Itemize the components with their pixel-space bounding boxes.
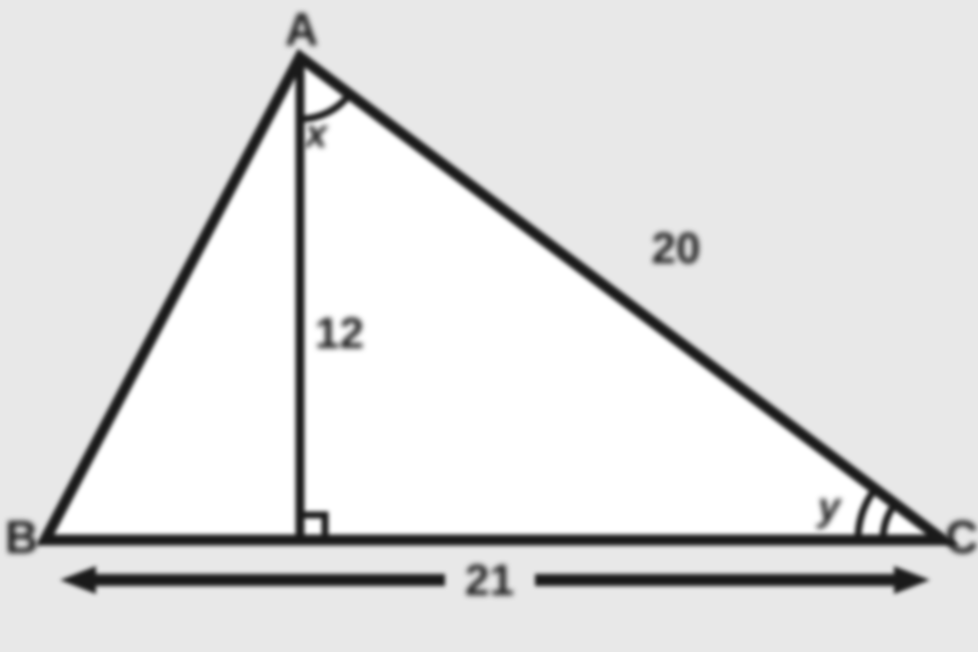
vertex-label-a: A bbox=[285, 2, 318, 56]
vertex-label-b: B bbox=[5, 510, 38, 564]
dimension-arrow-right bbox=[894, 566, 930, 594]
edge-label-bc: 21 bbox=[465, 556, 514, 606]
edge-label-ac: 20 bbox=[652, 224, 701, 274]
angle-label-y: y bbox=[818, 485, 840, 530]
triangle-abc bbox=[45, 57, 943, 540]
edge-label-altitude: 12 bbox=[315, 309, 364, 359]
dimension-arrow-left bbox=[60, 566, 96, 594]
geometry-diagram: A B C 20 12 21 x y bbox=[0, 0, 978, 652]
vertex-label-c: C bbox=[945, 510, 978, 564]
triangle-svg bbox=[0, 0, 978, 652]
angle-label-x: x bbox=[305, 112, 327, 157]
